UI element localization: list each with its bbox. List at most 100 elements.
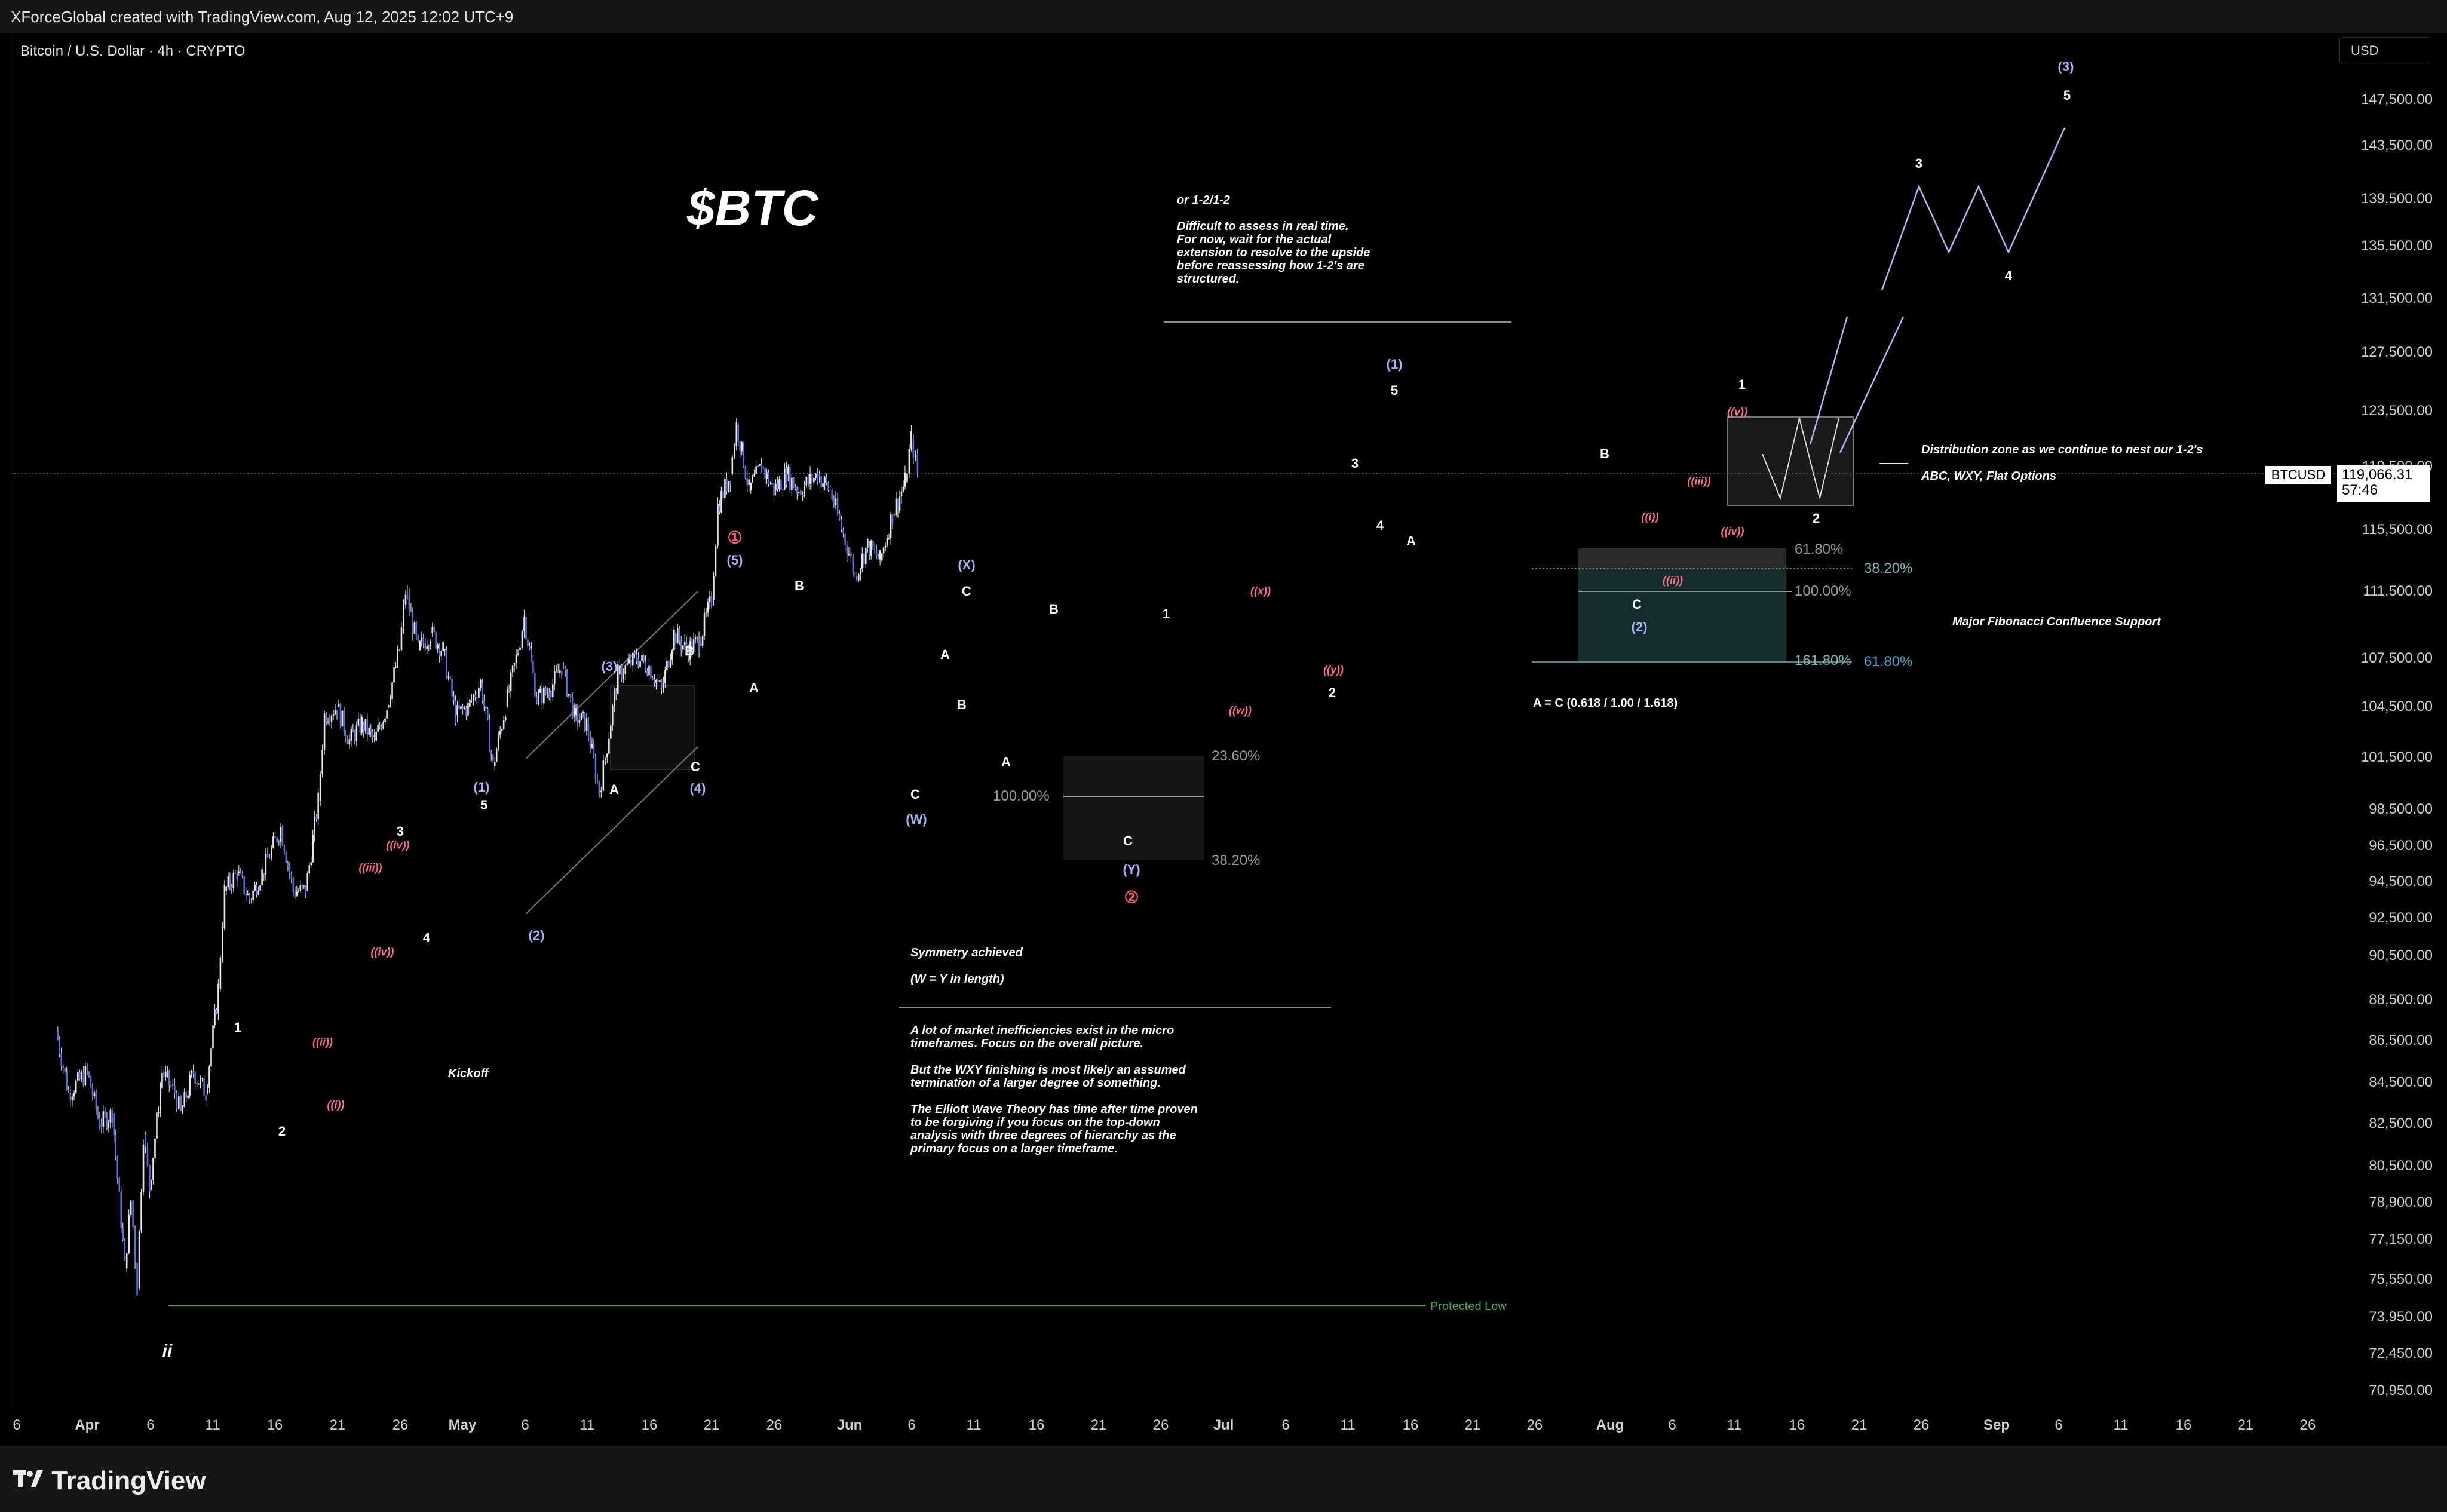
candle-body bbox=[836, 498, 839, 514]
candle-body bbox=[519, 647, 521, 650]
candle-body bbox=[227, 876, 229, 887]
note-bottom: A lot of market inefficiencies exist in … bbox=[910, 1024, 1198, 1155]
candle-body bbox=[308, 865, 311, 873]
projection-arrow-2 bbox=[1839, 316, 1905, 453]
candle-body bbox=[152, 1158, 154, 1180]
candle-body bbox=[873, 548, 876, 550]
candle-body bbox=[815, 473, 817, 478]
candle-body bbox=[212, 1025, 214, 1048]
candle-body bbox=[685, 642, 688, 651]
price-tick-label: 94,500.00 bbox=[2369, 873, 2433, 890]
price-tick-label: 72,450.00 bbox=[2369, 1345, 2433, 1361]
time-tick-label: 21 bbox=[703, 1417, 720, 1433]
candle-body bbox=[330, 716, 333, 722]
candle-body bbox=[634, 652, 636, 655]
candle-body bbox=[582, 711, 584, 713]
wave-label: ((ii)) bbox=[312, 1036, 333, 1048]
projection-arrow-1 bbox=[1809, 316, 1848, 445]
candle-body bbox=[124, 1240, 125, 1261]
candle-body bbox=[386, 710, 388, 719]
wave-label: C bbox=[1632, 597, 1642, 612]
wave-label: A bbox=[1001, 755, 1011, 769]
wave-label: C bbox=[691, 759, 700, 774]
candle-body bbox=[177, 1096, 180, 1109]
last-price-label: 119,066.31 57:46 bbox=[2337, 465, 2430, 502]
candle-body bbox=[382, 722, 384, 729]
candle-body bbox=[485, 706, 487, 709]
price-tick-label: 78,900.00 bbox=[2369, 1194, 2433, 1210]
candle-body bbox=[608, 738, 610, 754]
candle-body bbox=[724, 479, 726, 498]
candle-body bbox=[431, 627, 434, 633]
candle-body bbox=[793, 477, 795, 488]
candle-body bbox=[589, 736, 591, 749]
candle-body bbox=[534, 673, 536, 697]
candle-body bbox=[254, 885, 256, 891]
candle-body bbox=[79, 1072, 81, 1079]
attribution-text: XForceGlobal created with TradingView.co… bbox=[11, 8, 514, 26]
candle-body bbox=[705, 612, 707, 614]
candle-body bbox=[798, 492, 800, 493]
currency-button[interactable]: USD bbox=[2339, 37, 2430, 63]
candle-body bbox=[404, 594, 407, 605]
wave-label: A bbox=[749, 680, 759, 695]
candle-body bbox=[115, 1135, 117, 1157]
time-tick-label: 26 bbox=[2299, 1417, 2316, 1433]
candle-body bbox=[88, 1072, 90, 1077]
price-tick-label: 107,500.00 bbox=[2360, 650, 2433, 666]
candle-body bbox=[99, 1117, 101, 1130]
candle-body bbox=[478, 688, 480, 698]
candle-body bbox=[145, 1134, 146, 1148]
wave-label: 3 bbox=[396, 824, 404, 839]
note-symmetry: Symmetry achieved (W = Y in length) bbox=[910, 946, 1023, 986]
candle-body bbox=[694, 637, 697, 639]
candle-body bbox=[517, 653, 519, 655]
candle-body bbox=[132, 1200, 134, 1228]
candle-body bbox=[274, 836, 276, 838]
candle-body bbox=[673, 630, 675, 651]
candle-body bbox=[430, 641, 432, 647]
candle-body bbox=[719, 506, 720, 513]
wave-label: B bbox=[1600, 446, 1609, 461]
candle-body bbox=[183, 1092, 186, 1107]
time-axis[interactable]: 6 Apr 6 11 16 21 26 May 6 11 16 21 26 Jun 6 11 16 21 26 Jul… bbox=[0, 1404, 2447, 1446]
tradingview-logo[interactable]: TradingView bbox=[13, 1466, 206, 1496]
candle-body bbox=[303, 885, 305, 887]
candle-body bbox=[637, 658, 639, 667]
candle-body bbox=[807, 477, 809, 484]
candle-body bbox=[403, 604, 404, 628]
time-tick-label: 11 bbox=[205, 1417, 220, 1433]
candle-body bbox=[146, 1147, 149, 1166]
candle-body bbox=[467, 702, 469, 716]
time-tick-label: 26 bbox=[1152, 1417, 1169, 1433]
candle-body bbox=[791, 477, 793, 490]
candle-body bbox=[336, 710, 338, 715]
wave-label: 5 bbox=[2063, 88, 2071, 103]
fib-label-left: 100.00% bbox=[993, 788, 1050, 804]
candle-body bbox=[201, 1078, 203, 1079]
distribution-zigzag bbox=[1762, 418, 1839, 501]
candle-body bbox=[174, 1084, 176, 1094]
candle-body bbox=[525, 617, 527, 640]
candle-body bbox=[899, 496, 901, 511]
candle-body bbox=[739, 441, 741, 452]
candle-body bbox=[611, 705, 614, 726]
candle-body bbox=[400, 627, 403, 650]
candle-body bbox=[670, 660, 671, 667]
candle-body bbox=[835, 498, 837, 505]
chart-pane[interactable] bbox=[11, 33, 2336, 1404]
candle-body bbox=[545, 687, 547, 694]
candle-body bbox=[140, 1192, 142, 1231]
candle-body bbox=[424, 643, 427, 649]
candle-body bbox=[715, 545, 717, 577]
wave-label: ((x)) bbox=[1250, 585, 1271, 597]
candle-body bbox=[613, 691, 615, 706]
candle-body bbox=[539, 688, 541, 693]
candle-body bbox=[838, 513, 841, 520]
candle-body bbox=[327, 721, 329, 723]
candle-body bbox=[768, 472, 769, 485]
price-tick-label: 123,500.00 bbox=[2360, 403, 2433, 419]
candle-body bbox=[895, 499, 897, 516]
price-axis[interactable]: 147,500.00 143,500.00 139,500.00 135,500.00… bbox=[2335, 33, 2447, 1404]
candle-body bbox=[81, 1072, 82, 1079]
